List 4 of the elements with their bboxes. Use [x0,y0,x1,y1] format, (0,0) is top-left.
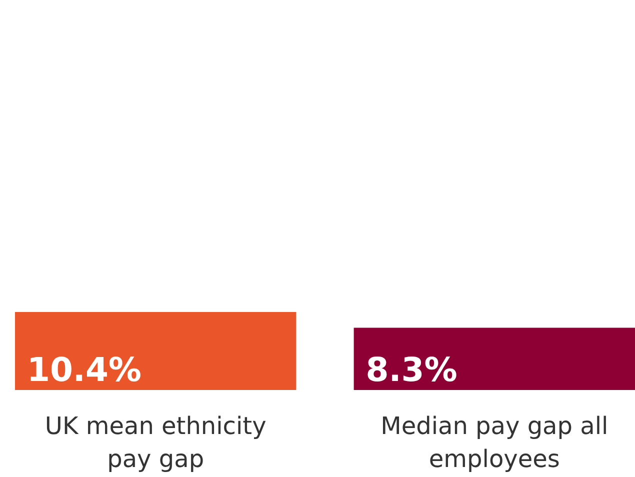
data-label: 8.3% [366,350,458,389]
x-tick-label: UK mean ethnicity pay gap [44,412,266,473]
x-tick-label: Median pay gap all employees [380,412,608,473]
data-label: 10.4% [27,350,142,389]
